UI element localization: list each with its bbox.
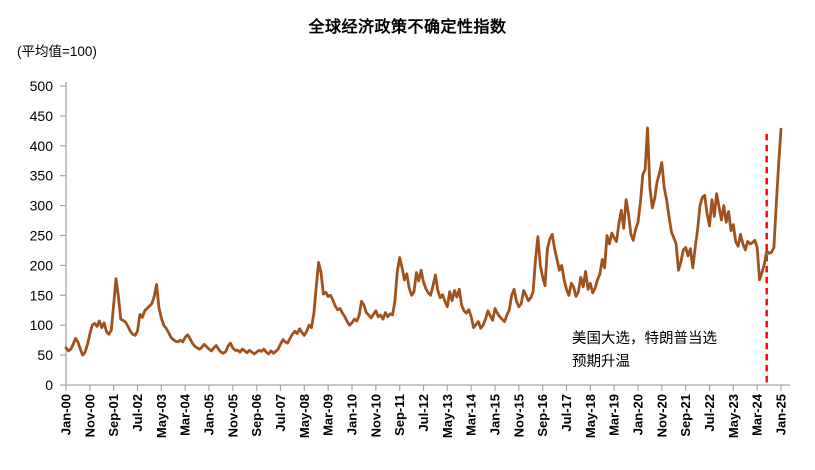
y-axis-label: 200 [30, 257, 54, 273]
event-annotation: 美国大选，特朗普当选 预期升温 [572, 328, 717, 374]
x-axis-label: Nov-15 [511, 394, 526, 437]
y-axis-label: 300 [30, 198, 54, 214]
y-axis-label: 500 [30, 78, 54, 94]
y-axis-label: 0 [45, 377, 53, 393]
x-axis-label: May-13 [440, 394, 455, 438]
y-axis-label: 400 [30, 138, 54, 154]
x-axis-label: Jan-25 [774, 394, 789, 435]
x-axis-label: Mar-09 [321, 394, 336, 436]
x-axis-label: May-23 [726, 394, 741, 438]
x-axis-label: Mar-14 [464, 393, 479, 436]
x-axis-label: May-08 [297, 394, 312, 438]
x-axis-label: Sep-11 [392, 394, 407, 436]
x-axis-label: Jul-07 [273, 394, 288, 432]
x-axis-label: Sep-16 [535, 394, 550, 437]
x-axis-label: Sep-06 [249, 394, 264, 437]
x-axis-label: Jul-02 [130, 394, 145, 432]
x-axis-label: Jul-17 [559, 394, 574, 432]
x-axis-label: Jan-20 [631, 394, 646, 435]
x-axis-label: Sep-21 [678, 394, 693, 437]
x-axis-label: Mar-24 [750, 393, 765, 436]
x-axis-label: Jan-10 [345, 394, 360, 435]
x-axis-label: Jan-05 [202, 394, 217, 435]
event-annotation-line1: 美国大选，特朗普当选 [572, 331, 717, 347]
x-axis-label: Jan-00 [59, 394, 74, 435]
x-axis-label: Jul-22 [702, 394, 717, 432]
y-axis-label: 350 [30, 168, 54, 184]
x-axis-label: Nov-10 [368, 394, 383, 437]
x-axis-label: Mar-19 [607, 394, 622, 436]
x-axis-label: Jul-12 [416, 394, 431, 432]
x-axis-label: Nov-00 [82, 394, 97, 437]
x-axis-label: Sep-01 [106, 394, 121, 437]
x-axis-label: Mar-04 [178, 393, 193, 436]
y-axis-label: 250 [30, 228, 54, 244]
y-axis-label: 50 [37, 347, 53, 363]
data-series-line [64, 126, 783, 357]
event-annotation-line2: 预期升温 [572, 354, 630, 371]
y-axis-label: 100 [30, 317, 54, 333]
x-axis-label: May-18 [583, 394, 598, 438]
axis-unit-note: (平均值=100) [17, 44, 97, 59]
chart-title: 全球经济政策不确定性指数 [308, 19, 507, 36]
y-axis-label: 150 [30, 287, 54, 303]
x-axis-label: Jan-15 [488, 394, 503, 435]
x-axis-label: Nov-05 [225, 394, 240, 437]
x-axis-label: Nov-20 [654, 394, 669, 437]
x-axis-label: May-03 [154, 394, 169, 438]
y-axis-label: 450 [30, 108, 54, 124]
